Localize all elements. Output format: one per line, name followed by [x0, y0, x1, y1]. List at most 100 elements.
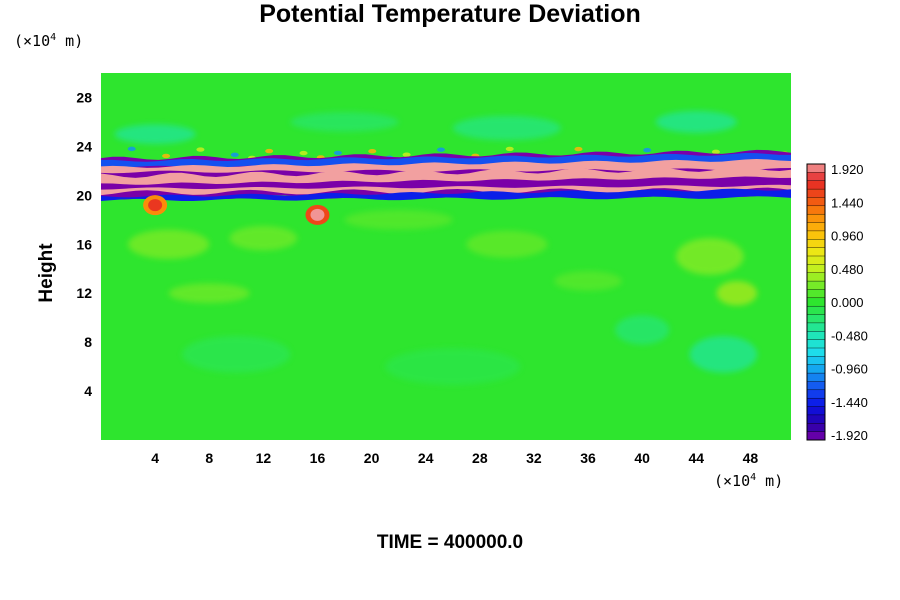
warm-blob-core — [148, 199, 163, 212]
colorbar-frame — [806, 163, 826, 441]
field-patch — [716, 280, 758, 306]
colorbar-swatch — [806, 339, 826, 349]
y-tick-label: 8 — [84, 334, 92, 350]
colorbar-swatch — [806, 423, 826, 433]
field-patch — [689, 336, 758, 373]
colorbar-swatch — [806, 297, 826, 307]
colorbar-swatch — [806, 188, 826, 198]
colorbar-label: 1.440 — [831, 195, 864, 210]
x-tick-label: 8 — [205, 450, 213, 466]
ripple-mark — [436, 147, 445, 152]
field-patch — [466, 230, 548, 258]
x-tick-label: 20 — [364, 450, 380, 466]
colorbar-swatch — [806, 197, 826, 207]
colorbar-swatch — [806, 406, 826, 416]
colorbar-swatch — [806, 397, 826, 408]
colorbar-swatch — [806, 322, 826, 332]
ripple-mark — [402, 152, 411, 157]
y-tick-label: 20 — [76, 187, 92, 203]
colorbar-swatch — [806, 381, 826, 391]
colorbar-swatch — [806, 331, 826, 341]
negative-band-core — [101, 176, 791, 190]
ripple-mark — [711, 149, 720, 155]
y-tick-label: 4 — [84, 383, 92, 399]
ripple-mark — [368, 148, 377, 154]
y-tick-label: 24 — [76, 138, 92, 154]
colorbar-swatch — [806, 264, 826, 274]
colorbar-swatch — [806, 414, 826, 424]
colorbar-label: -0.480 — [831, 328, 868, 343]
x-tick-label: 36 — [580, 450, 596, 466]
field-patch — [168, 283, 250, 303]
colorbar-swatch — [806, 280, 826, 290]
field-patch — [676, 238, 744, 275]
x-tick-label: 48 — [743, 450, 759, 466]
field-patch — [290, 112, 399, 132]
field-patch — [114, 124, 196, 144]
colorbar-swatch — [806, 431, 826, 441]
x-tick-label: 28 — [472, 450, 488, 466]
x-tick-label: 4 — [151, 450, 159, 466]
ripple-mark — [299, 150, 308, 156]
colorbar-swatch — [806, 356, 826, 366]
field-patch — [182, 336, 291, 373]
positive-band-upper — [101, 159, 791, 174]
x-tick-label: 16 — [310, 450, 326, 466]
y-tick-label: 16 — [76, 236, 92, 252]
field-patch — [128, 229, 210, 259]
colorbar-swatch — [806, 180, 826, 190]
ripple-mark — [574, 146, 583, 152]
ripple-mark — [643, 147, 652, 153]
colorbar-label: 0.480 — [831, 262, 864, 277]
colorbar-swatch — [806, 247, 826, 257]
colorbar-label: 0.000 — [831, 295, 864, 310]
x-tick-label: 12 — [256, 450, 272, 466]
negative-band-lower — [101, 188, 791, 202]
ripple-mark — [127, 146, 136, 152]
colorbar-swatch — [806, 305, 826, 316]
colorbar-swatch — [806, 239, 826, 249]
x-tick-label: 40 — [634, 450, 650, 466]
colorbar-swatch — [806, 289, 826, 299]
colorbar-label: 1.920 — [831, 162, 864, 177]
x-tick-label: 44 — [689, 450, 705, 466]
colorbar-swatch — [806, 163, 826, 173]
ripple-mark — [333, 150, 342, 156]
warm-blob-core — [310, 208, 325, 221]
ripple-mark — [196, 147, 205, 152]
colorbar-swatch — [806, 172, 826, 182]
ripple-mark — [265, 148, 274, 154]
colorbar-swatch — [806, 347, 826, 357]
field-patch — [229, 225, 298, 251]
colorbar-swatch — [806, 255, 826, 265]
y-tick-label: 28 — [76, 89, 92, 105]
colorbar-label: 0.960 — [831, 229, 864, 244]
field-patch — [655, 110, 737, 133]
y-tick-label: 12 — [76, 285, 92, 301]
colorbar-swatch — [806, 272, 826, 282]
colorbar-swatch — [806, 314, 826, 324]
ripple-mark — [230, 152, 239, 157]
field-patch — [385, 348, 521, 385]
field-patch — [554, 271, 622, 291]
colorbar-swatch — [806, 364, 826, 374]
chart-title: Potential Temperature Deviation — [259, 0, 641, 28]
plot-area — [101, 73, 791, 440]
time-label: TIME = 400000.0 — [376, 532, 524, 553]
colorbar-swatch — [806, 213, 826, 224]
y-axis-unit: (×104 m) — [14, 32, 84, 50]
colorbar-label: -0.960 — [831, 362, 868, 377]
x-tick-label: 24 — [418, 450, 434, 466]
colorbar-swatch — [806, 230, 826, 240]
ripple-mark — [505, 146, 514, 152]
x-axis-unit: (×104 m) — [714, 472, 784, 490]
colorbar-label: -1.920 — [831, 428, 868, 443]
ripple-mark — [162, 153, 171, 159]
field-patch — [344, 210, 453, 230]
field-patch — [615, 315, 670, 345]
colorbar-swatch — [806, 222, 826, 232]
colorbar: 1.920 1.440 0.960 0.480 0.000 -0.480 -0.960 -1.… — [806, 162, 868, 443]
